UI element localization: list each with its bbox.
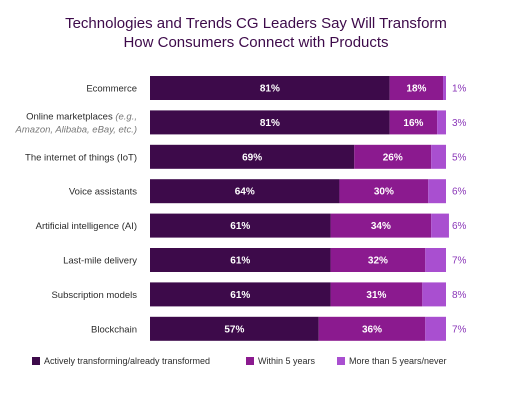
bar-value-label: 61% (230, 256, 250, 267)
bar-value-label: 81% (260, 118, 280, 129)
bar-segment (425, 316, 446, 341)
bar-segment (330, 248, 426, 272)
chart-title-line-2: How Consumers Connect with Products (123, 34, 389, 51)
bar-segment (431, 213, 449, 238)
bar-value-label: 69% (242, 152, 262, 163)
category-label: Blockchain (91, 324, 137, 335)
bar-value-label: 57% (224, 324, 244, 335)
legend-label: More than 5 years/never (349, 356, 447, 366)
category-label: Voice assistants (69, 187, 137, 198)
bar-segment (150, 282, 331, 307)
bar-value-label: 64% (235, 187, 255, 198)
bar-segment (428, 179, 446, 204)
bar-value-label: 61% (230, 290, 250, 301)
bar-value-label: 18% (406, 84, 426, 95)
bar-segment (150, 179, 340, 204)
bar-value-label: 16% (403, 118, 423, 129)
bar-value-label: 31% (366, 290, 386, 301)
bar-segment (443, 76, 446, 100)
bar-value-label: 7% (452, 324, 467, 335)
legend-swatch (246, 357, 254, 365)
legend-swatch (337, 357, 345, 365)
chart-title: Technologies and Trends CG Leaders Say W… (0, 14, 512, 52)
bar-segment (150, 248, 331, 272)
category-sublabel: Amazon, Alibaba, eBay, etc.) (15, 124, 137, 135)
category-label: The internet of things (IoT) (25, 152, 137, 163)
bar-value-label: 26% (383, 152, 403, 163)
legend-label: Within 5 years (258, 356, 316, 366)
category-label: Subscription models (51, 290, 137, 301)
bar-segment (389, 76, 444, 100)
legend-label: Actively transforming/already transforme… (44, 356, 210, 366)
bar-value-label: 81% (260, 84, 280, 95)
bar-segment (150, 110, 390, 135)
bar-segment (150, 76, 390, 100)
bar-segment (437, 110, 446, 135)
bar-value-label: 1% (452, 84, 467, 95)
category-label: Ecommerce (86, 84, 137, 95)
bar-value-label: 34% (371, 221, 391, 232)
bar-segment (150, 213, 331, 238)
bar-segment (431, 144, 446, 169)
bar-value-label: 61% (230, 221, 250, 232)
bar-segment (330, 213, 432, 238)
bar-value-label: 5% (452, 152, 467, 163)
bar-segment (422, 282, 446, 307)
category-label: Online marketplaces (e.g., (26, 111, 137, 122)
bar-value-label: 3% (452, 118, 467, 129)
bar-value-label: 36% (362, 324, 382, 335)
category-label: Artificial intelligence (AI) (36, 221, 137, 232)
bar-segment (389, 110, 438, 135)
bar-segment (330, 282, 423, 307)
bar-value-label: 7% (452, 256, 467, 267)
bar-value-label: 32% (368, 256, 388, 267)
bar-segment (150, 144, 355, 169)
category-label: Last-mile delivery (63, 256, 137, 267)
bar-segment (318, 316, 426, 341)
bar-value-label: 30% (374, 187, 394, 198)
bar-segment (354, 144, 432, 169)
bar-segment (339, 179, 429, 204)
bar-value-label: 8% (452, 290, 467, 301)
chart-title-line-1: Technologies and Trends CG Leaders Say W… (65, 15, 447, 32)
legend-swatch (32, 357, 40, 365)
bar-value-label: 6% (452, 221, 467, 232)
bar-segment (150, 316, 319, 341)
bar-segment (425, 248, 446, 272)
bar-value-label: 6% (452, 187, 467, 198)
